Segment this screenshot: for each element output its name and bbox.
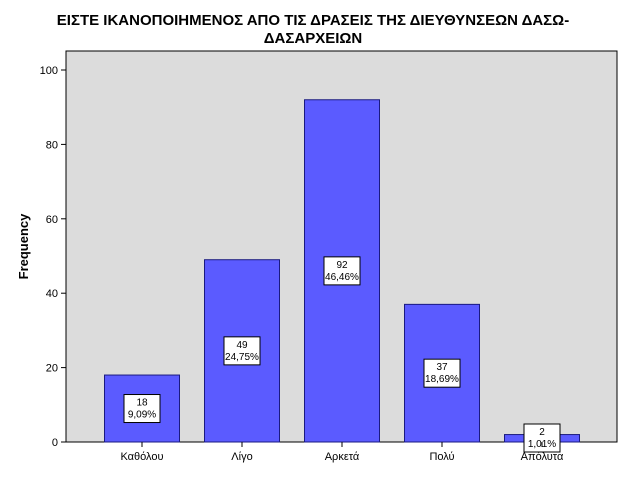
y-tick-label: 0 (52, 437, 58, 449)
data-label-box (223, 336, 261, 366)
data-label-percent: 24,75% (225, 352, 259, 363)
x-tick-label: Πολύ (429, 451, 454, 463)
chart-title-line-2: ΔΑΣΑΡΧΕΙΩΝ (263, 30, 363, 47)
y-tick-label: 80 (46, 139, 58, 151)
y-axis-label: Frequency (16, 213, 31, 280)
x-tick-label: Λίγο (231, 451, 252, 463)
x-axis: Καθόλου Λίγο Αρκετά Πολύ Απόλυτα (120, 442, 564, 463)
y-axis: 0 20 40 60 80 100 (40, 65, 66, 449)
y-tick-label: 40 (46, 288, 58, 300)
data-label-box (323, 256, 361, 286)
x-tick-label: Αρκετά (325, 451, 360, 463)
data-label-box (123, 394, 161, 424)
data-label-count: 49 (236, 340, 248, 351)
data-label-count: 92 (336, 260, 348, 271)
data-label-percent: 46,46% (325, 272, 359, 283)
x-tick-label: Καθόλου (120, 451, 163, 463)
data-label-count: 2 (539, 427, 545, 438)
data-label-box (423, 358, 461, 388)
data-label-percent: 9,09% (128, 410, 156, 421)
data-label-count: 18 (136, 398, 148, 409)
y-tick-label: 20 (46, 363, 58, 375)
data-label-box (523, 423, 561, 453)
y-tick-label: 60 (46, 214, 58, 226)
y-tick-label: 100 (40, 65, 58, 77)
chart-title-line-1: ΕΙΣΤΕ ΙΚΑΝΟΠΟΙΗΜΕΝΟΣ ΑΠΟ ΤΙΣ ΔΡΑΣΕΙΣ ΤΗΣ… (56, 12, 570, 29)
data-label-count: 37 (436, 362, 448, 373)
data-label-percent: 18,69% (425, 374, 459, 385)
x-tick-label: Απόλυτα (521, 451, 564, 463)
